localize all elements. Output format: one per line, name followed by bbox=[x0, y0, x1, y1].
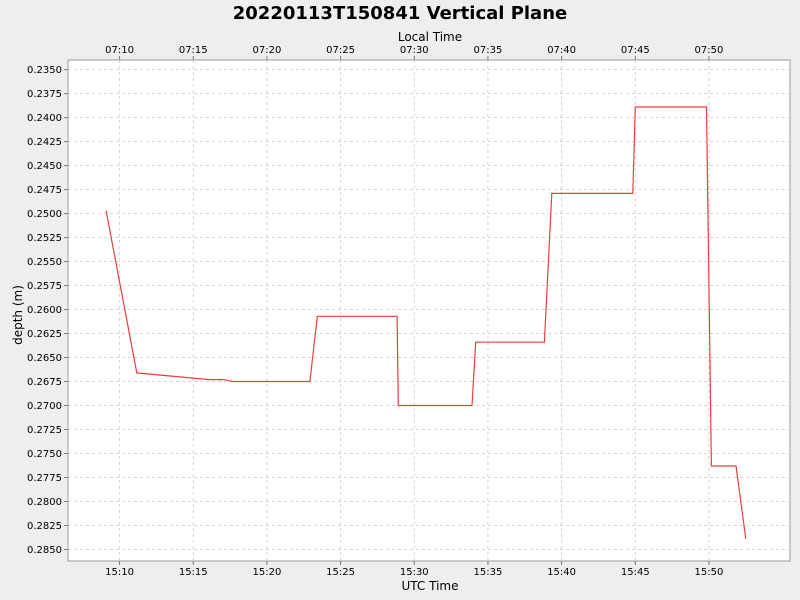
plot-area bbox=[67, 59, 791, 562]
y-tick-label: 0.2625 bbox=[27, 329, 62, 340]
x2-tick-label: 07:35 bbox=[474, 45, 503, 56]
x2-tick-label: 07:25 bbox=[326, 45, 355, 56]
x-tick-label: 15:45 bbox=[621, 567, 650, 578]
y-tick-label: 0.2675 bbox=[27, 377, 62, 388]
series-group bbox=[105, 106, 747, 539]
y-tick-label: 0.2825 bbox=[27, 521, 62, 532]
y-axis: 0.2350 0.2375 0.2400 0.2425 0.2450 0.2475 0.25… bbox=[27, 65, 68, 556]
y-tick-label: 0.2850 bbox=[27, 545, 62, 556]
y-tick-label: 0.2750 bbox=[27, 449, 62, 460]
y-tick-label: 0.2575 bbox=[27, 281, 62, 292]
chart-title: 20220113T150841 Vertical Plane bbox=[233, 3, 567, 24]
y-tick-label: 0.2425 bbox=[27, 137, 62, 148]
x-tick-label: 15:25 bbox=[326, 567, 355, 578]
x2-tick-label: 07:20 bbox=[253, 45, 282, 56]
x2-axis: 07:10 07:15 07:20 07:25 07:30 07:35 07:40 07:45… bbox=[105, 45, 723, 60]
x2-tick-label: 07:45 bbox=[621, 45, 650, 56]
x-tick-label: 15:50 bbox=[695, 567, 724, 578]
x-tick-label: 15:40 bbox=[547, 567, 576, 578]
x2-axis-label: Local Time bbox=[398, 30, 462, 44]
y-tick-label: 0.2500 bbox=[27, 209, 62, 220]
x-tick-label: 15:35 bbox=[474, 567, 503, 578]
x-tick-label: 15:20 bbox=[253, 567, 282, 578]
y-tick-label: 0.2375 bbox=[27, 89, 62, 100]
x2-tick-label: 07:30 bbox=[400, 45, 429, 56]
x-tick-label: 15:30 bbox=[400, 567, 429, 578]
x-axis-label: UTC Time bbox=[402, 579, 459, 593]
x2-tick-label: 07:50 bbox=[695, 45, 724, 56]
y-tick-label: 0.2475 bbox=[27, 185, 62, 196]
x2-tick-label: 07:10 bbox=[105, 45, 134, 56]
y-axis-label: depth (m) bbox=[11, 285, 25, 345]
y-tick-label: 0.2775 bbox=[27, 473, 62, 484]
y-tick-label: 0.2700 bbox=[27, 401, 62, 412]
x-tick-label: 15:10 bbox=[105, 567, 134, 578]
y-tick-label: 0.2350 bbox=[27, 65, 62, 76]
y-tick-label: 0.2400 bbox=[27, 113, 62, 124]
y-tick-label: 0.2800 bbox=[27, 497, 62, 508]
grid bbox=[68, 60, 790, 561]
x2-tick-label: 07:40 bbox=[547, 45, 576, 56]
y-tick-label: 0.2650 bbox=[27, 353, 62, 364]
y-tick-label: 0.2450 bbox=[27, 161, 62, 172]
y-tick-label: 0.2550 bbox=[27, 257, 62, 268]
y-tick-label: 0.2525 bbox=[27, 233, 62, 244]
x-axis: 15:10 15:15 15:20 15:25 15:30 15:35 15:40 15:45… bbox=[105, 561, 723, 578]
x2-tick-label: 07:15 bbox=[179, 45, 208, 56]
y-tick-label: 0.2600 bbox=[27, 305, 62, 316]
y-tick-label: 0.2725 bbox=[27, 425, 62, 436]
x-tick-label: 15:15 bbox=[179, 567, 208, 578]
series-line bbox=[105, 106, 747, 539]
